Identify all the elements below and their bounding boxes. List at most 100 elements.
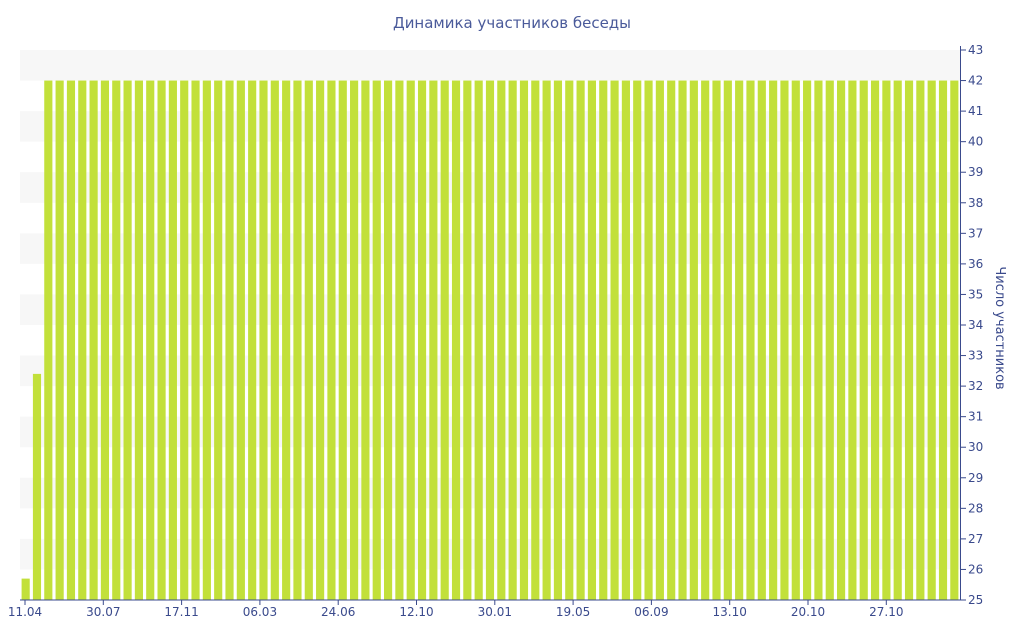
bar — [837, 80, 846, 600]
bar — [146, 80, 155, 600]
bar — [859, 80, 868, 600]
bar — [191, 80, 200, 600]
y-tick-label: 39 — [968, 165, 983, 179]
bar — [678, 80, 687, 600]
bar — [689, 80, 698, 600]
y-tick-label: 38 — [968, 196, 983, 210]
bar — [667, 80, 676, 600]
bar — [316, 80, 325, 600]
bar — [417, 80, 427, 600]
bar — [78, 80, 87, 600]
bar — [451, 80, 461, 600]
bar — [735, 80, 744, 600]
y-axis-label: Число участников — [992, 266, 1007, 389]
bar — [463, 80, 472, 600]
y-tick-label: 31 — [968, 410, 983, 424]
y-tick-label: 36 — [968, 257, 983, 271]
bar — [214, 80, 223, 600]
bar — [701, 80, 710, 600]
bar — [610, 80, 619, 600]
bar — [553, 80, 563, 600]
bar — [282, 80, 291, 600]
bar — [723, 80, 732, 600]
bar — [644, 80, 653, 600]
x-tick-label: 30.01 — [478, 605, 512, 619]
bar — [304, 80, 313, 600]
y-tick-label: 41 — [968, 104, 983, 118]
bar — [938, 80, 948, 600]
bar — [848, 80, 857, 600]
bar — [757, 80, 766, 600]
y-tick-label: 34 — [968, 318, 983, 332]
bar — [746, 80, 755, 600]
bar — [927, 80, 936, 600]
bar — [769, 80, 778, 600]
bar — [112, 80, 121, 600]
bar — [825, 80, 834, 600]
bar — [485, 80, 495, 600]
bar — [519, 80, 529, 600]
bar — [950, 80, 959, 600]
bar — [633, 80, 642, 600]
bars — [21, 80, 959, 600]
x-tick-label: 20.10 — [791, 605, 825, 619]
x-tick-label: 06.03 — [243, 605, 277, 619]
y-tick-label: 26 — [968, 562, 983, 576]
bar — [55, 80, 64, 600]
bar — [429, 80, 438, 600]
y-tick-label: 33 — [968, 349, 983, 363]
bar — [350, 80, 359, 600]
bar — [542, 80, 551, 600]
bar — [531, 80, 540, 600]
axes: 25 26 27 28 29 30 31 32 33 34 35 36 37 38 39 40 41 42 43 11… — [8, 43, 1007, 619]
bar — [655, 80, 664, 600]
bar — [248, 80, 257, 600]
bar — [361, 80, 370, 600]
y-tick-label: 40 — [968, 135, 983, 149]
bar — [621, 80, 630, 600]
x-tick-label: 06.09 — [634, 605, 668, 619]
bar — [338, 80, 347, 600]
y-tick-label: 30 — [968, 440, 983, 454]
x-tick-label: 27.10 — [869, 605, 903, 619]
bar — [89, 80, 98, 600]
chart-title: Динамика участников беседы — [393, 14, 631, 32]
bar — [157, 80, 166, 600]
bar — [599, 80, 608, 600]
bar — [780, 80, 789, 600]
bar — [21, 578, 30, 600]
bar — [497, 80, 506, 600]
bar — [270, 80, 279, 600]
bar — [565, 80, 574, 600]
bar — [327, 80, 336, 600]
bar — [870, 80, 880, 600]
bar — [508, 80, 517, 600]
y-tick-label: 37 — [968, 226, 983, 240]
y-tick-label: 28 — [968, 501, 983, 515]
y-tick-label: 32 — [968, 379, 983, 393]
bar — [406, 80, 415, 600]
bar — [893, 80, 902, 600]
bar — [168, 80, 177, 600]
y-tick-label: 29 — [968, 471, 983, 485]
bar — [587, 80, 596, 600]
x-tick-label: 11.04 — [8, 605, 42, 619]
bar — [225, 80, 234, 600]
bar — [66, 80, 76, 600]
y-tick-label: 43 — [968, 43, 983, 57]
bar — [259, 80, 268, 600]
bar — [123, 80, 132, 600]
bar — [440, 80, 449, 600]
bar — [236, 80, 245, 600]
x-tick-label: 19.05 — [556, 605, 590, 619]
bar — [44, 80, 53, 600]
bar — [904, 80, 914, 600]
bar — [293, 80, 302, 600]
bar — [180, 80, 189, 600]
bar — [474, 80, 483, 600]
x-tick-label: 13.10 — [713, 605, 747, 619]
y-tick-label: 35 — [968, 287, 983, 301]
y-tick-label: 42 — [968, 74, 983, 88]
